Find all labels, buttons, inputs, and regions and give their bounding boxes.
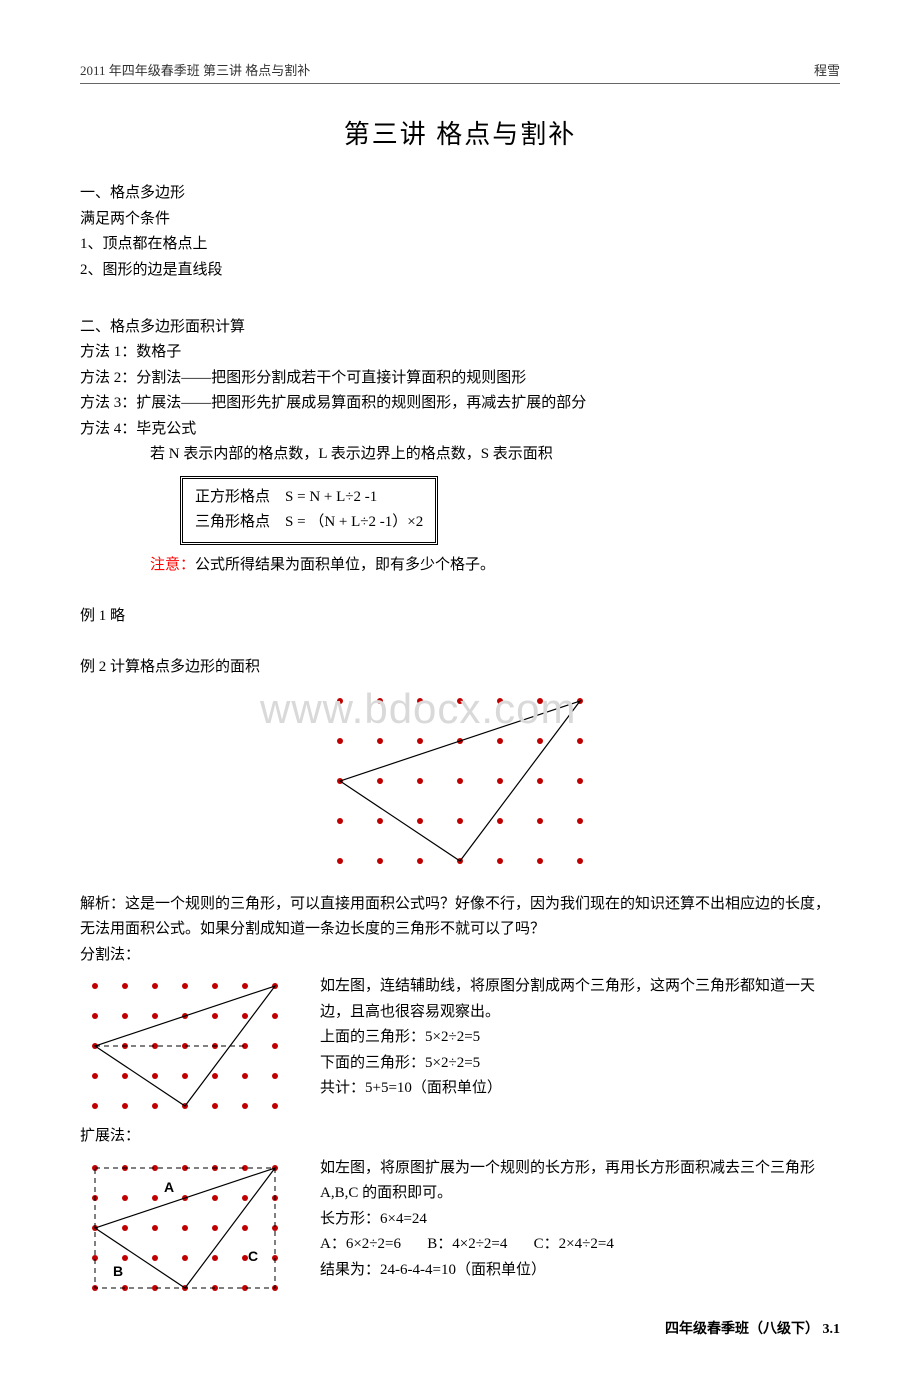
formula-row2: 三角形格点 S = （N + L÷2 -1）×2 <box>195 510 423 536</box>
split-l4: 共计：5+5=10（面积单位） <box>320 1076 840 1102</box>
section1-line1: 满足两个条件 <box>80 207 840 233</box>
header-left: 2011 年四年级春季班 第三讲 格点与割补 <box>80 60 310 79</box>
expand-text: 如左图，将原图扩展为一个规则的长方形，再用长方形面积减去三个三角形 A,B,C … <box>320 1156 840 1284</box>
figure1-wrap <box>80 686 840 886</box>
example1: 例 1 略 <box>80 604 840 630</box>
body: 一、格点多边形 满足两个条件 1、顶点都在格点上 2、图形的边是直线段 二、格点… <box>80 181 840 1341</box>
section1-heading: 一、格点多边形 <box>80 181 840 207</box>
analysis-text: 这是一个规则的三角形，可以直接用面积公式吗？好像不行，因为我们现在的知识还算不出… <box>80 896 830 938</box>
svg-text:C: C <box>248 1248 258 1264</box>
split-l1: 如左图，连结辅助线，将原图分割成两个三角形，这两个三角形都知道一天边，且高也很容… <box>320 974 840 1025</box>
method3: 方法 3：扩展法——把图形先扩展成易算面积的规则图形，再减去扩展的部分 <box>80 391 840 417</box>
page-header: 2011 年四年级春季班 第三讲 格点与割补 程雪 <box>80 60 840 84</box>
example2: 例 2 计算格点多边形的面积 <box>80 655 840 681</box>
section1-line3: 2、图形的边是直线段 <box>80 258 840 284</box>
figure3-expand: A B C <box>80 1156 290 1300</box>
note-label: 注意： <box>150 557 195 573</box>
split-l2: 上面的三角形：5×2÷2=5 <box>320 1025 840 1051</box>
page-title: 第三讲 格点与割补 <box>80 114 840 151</box>
expand-method-label: 扩展法： <box>80 1124 840 1150</box>
figure1-grid-triangle <box>320 686 600 876</box>
section1-line2: 1、顶点都在格点上 <box>80 232 840 258</box>
method4-note: 若 N 表示内部的格点数，L 表示边界上的格点数，S 表示面积 <box>150 442 840 468</box>
method1: 方法 1：数格子 <box>80 340 840 366</box>
svg-text:B: B <box>113 1263 123 1279</box>
svg-text:A: A <box>164 1179 174 1195</box>
expand-l1: 如左图，将原图扩展为一个规则的长方形，再用长方形面积减去三个三角形 A,B,C … <box>320 1156 840 1207</box>
page-footer: 四年级春季班（八级下） 3.1 <box>80 1318 840 1342</box>
expand-l2: 长方形：6×4=24 <box>320 1207 840 1233</box>
split-l3: 下面的三角形：5×2÷2=5 <box>320 1051 840 1077</box>
expand-row: A B C 如左图，将原图扩展为一个规则的长方形，再用长方形面积减去三个三角形 A,… <box>80 1156 840 1300</box>
analysis-label: 解析： <box>80 896 125 912</box>
expand-l3: A：6×2÷2=6 B：4×2÷2=4 C：2×4÷2=4 <box>320 1232 840 1258</box>
split-row: 如左图，连结辅助线，将原图分割成两个三角形，这两个三角形都知道一天边，且高也很容… <box>80 974 840 1118</box>
section2-heading: 二、格点多边形面积计算 <box>80 315 840 341</box>
figure2-split <box>80 974 290 1118</box>
formula-note: 注意：公式所得结果为面积单位，即有多少个格子。 <box>150 553 840 579</box>
split-text: 如左图，连结辅助线，将原图分割成两个三角形，这两个三角形都知道一天边，且高也很容… <box>320 974 840 1102</box>
split-method-label: 分割法： <box>80 943 840 969</box>
method4: 方法 4：毕克公式 <box>80 417 840 443</box>
analysis: 解析：这是一个规则的三角形，可以直接用面积公式吗？好像不行，因为我们现在的知识还… <box>80 892 840 943</box>
note-text: 公式所得结果为面积单位，即有多少个格子。 <box>195 557 495 573</box>
expand-l4: 结果为：24-6-4-4=10（面积单位） <box>320 1258 840 1284</box>
header-right: 程雪 <box>814 60 840 79</box>
method2: 方法 2：分割法——把图形分割成若干个可直接计算面积的规则图形 <box>80 366 840 392</box>
formula-table: 正方形格点 S = N + L÷2 -1 三角形格点 S = （N + L÷2 … <box>180 476 438 545</box>
formula-row1: 正方形格点 S = N + L÷2 -1 <box>195 485 423 511</box>
